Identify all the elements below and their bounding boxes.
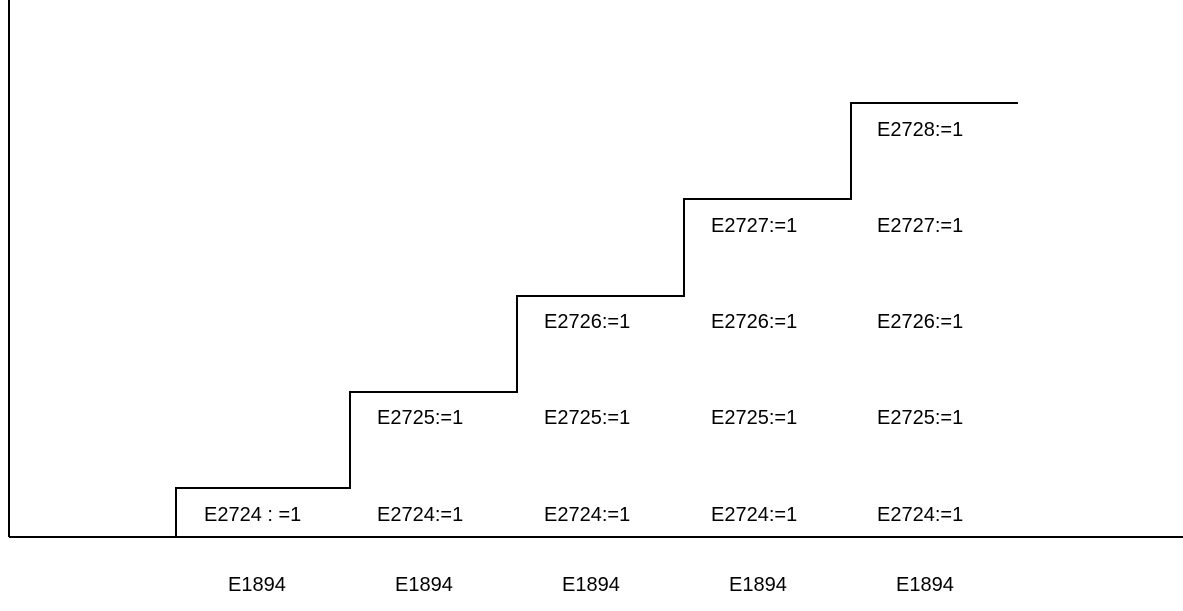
cell-label: E2724:=1 <box>377 504 464 526</box>
x-axis-label: E1894 <box>729 574 787 596</box>
x-axis-label: E1894 <box>395 574 453 596</box>
cell-label: E2725:=1 <box>877 407 964 429</box>
cell-label: E2726:=1 <box>544 311 631 333</box>
cell-label: E2724:=1 <box>877 504 964 526</box>
cell-label: E2728:=1 <box>877 119 964 141</box>
cell-label: E2725:=1 <box>544 407 631 429</box>
cell-label: E2724 : =1 <box>204 504 302 526</box>
cell-label: E2725:=1 <box>377 407 464 429</box>
cell-label: E2727:=1 <box>877 215 964 237</box>
cell-label: E2726:=1 <box>877 311 964 333</box>
cell-label: E2727:=1 <box>711 215 798 237</box>
x-axis-label: E1894 <box>562 574 620 596</box>
x-axis-label: E1894 <box>228 574 286 596</box>
cell-label: E2724:=1 <box>544 504 631 526</box>
staircase-line <box>175 102 1018 537</box>
x-axis-label: E1894 <box>896 574 954 596</box>
cell-label: E2725:=1 <box>711 407 798 429</box>
cell-label: E2726:=1 <box>711 311 798 333</box>
cell-label: E2724:=1 <box>711 504 798 526</box>
